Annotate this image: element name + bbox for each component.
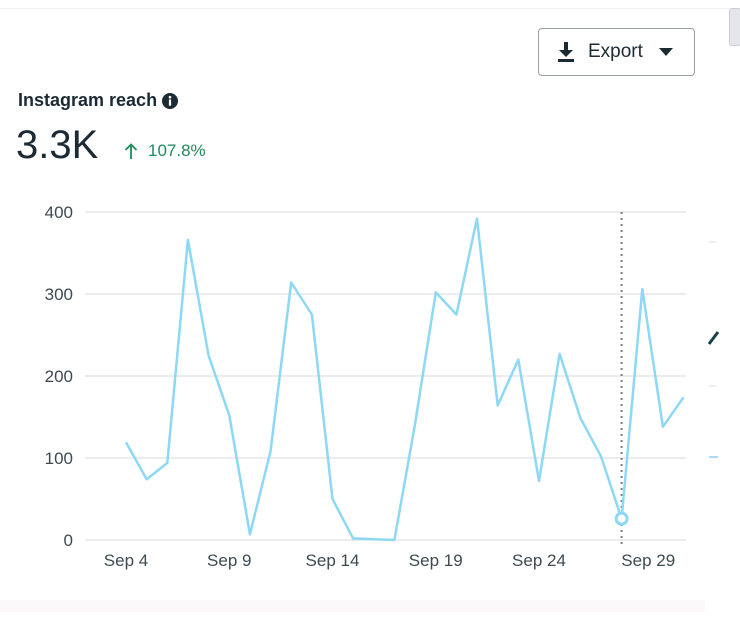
data-point: [227, 413, 231, 417]
data-point: [165, 461, 169, 465]
data-point: [351, 536, 355, 540]
download-icon: [556, 41, 576, 63]
metric-title: Instagram reach: [18, 90, 179, 111]
data-point: [207, 354, 211, 358]
data-point: [372, 537, 376, 541]
y-tick-label: 200: [45, 367, 73, 386]
bottom-band: [0, 600, 705, 612]
y-tick-label: 100: [45, 449, 73, 468]
x-tick-label: Sep 24: [512, 551, 566, 570]
data-point: [599, 454, 603, 458]
data-point: [537, 479, 541, 483]
caret-down-icon: [658, 47, 673, 57]
export-label: Export: [588, 41, 643, 62]
x-tick-label: Sep 14: [306, 551, 360, 570]
data-point: [289, 281, 293, 285]
data-point: [496, 404, 500, 408]
x-tick-label: Sep 9: [207, 551, 251, 570]
metric-change: 107.8%: [124, 141, 206, 161]
data-point: [578, 416, 582, 420]
y-tick-label: 0: [64, 531, 73, 550]
x-tick-label: Sep 29: [621, 551, 675, 570]
data-point: [661, 425, 665, 429]
data-point: [516, 358, 520, 362]
arrow-up-icon: [124, 142, 138, 160]
data-point: [558, 352, 562, 356]
top-divider: [0, 8, 740, 9]
metric-change-value: 107.8%: [148, 141, 206, 160]
data-point: [454, 313, 458, 317]
data-point: [434, 290, 438, 294]
data-point: [186, 238, 190, 242]
data-point: [640, 287, 644, 291]
data-point: [248, 532, 252, 536]
data-point: [310, 313, 314, 317]
reach-line-chart: 0 100 200 300 400 Sep 4 Sep 9 Sep 14 Sep 19 Sep 2…: [45, 203, 720, 570]
scrollbar-thumb[interactable]: [729, 8, 740, 46]
data-point: [682, 395, 686, 399]
y-tick-label: 400: [45, 203, 73, 222]
y-tick-label: 300: [45, 285, 73, 304]
export-button[interactable]: Export: [538, 28, 695, 76]
data-point: [269, 449, 273, 453]
series-line-instagram-reach: [124, 217, 685, 542]
adjacent-chart-series: [707, 331, 720, 345]
highlighted-data-point: [614, 511, 629, 526]
info-icon[interactable]: [162, 92, 179, 109]
data-point: [145, 477, 149, 481]
data-point: [124, 440, 128, 444]
data-point: [413, 422, 417, 426]
data-point: [331, 497, 335, 501]
x-tick-label: Sep 19: [409, 551, 463, 570]
data-point: [475, 217, 479, 221]
x-tick-label: Sep 4: [104, 551, 148, 570]
metric-value: 3.3K: [16, 123, 99, 167]
data-point: [392, 538, 396, 542]
metric-title-text: Instagram reach: [18, 90, 158, 110]
